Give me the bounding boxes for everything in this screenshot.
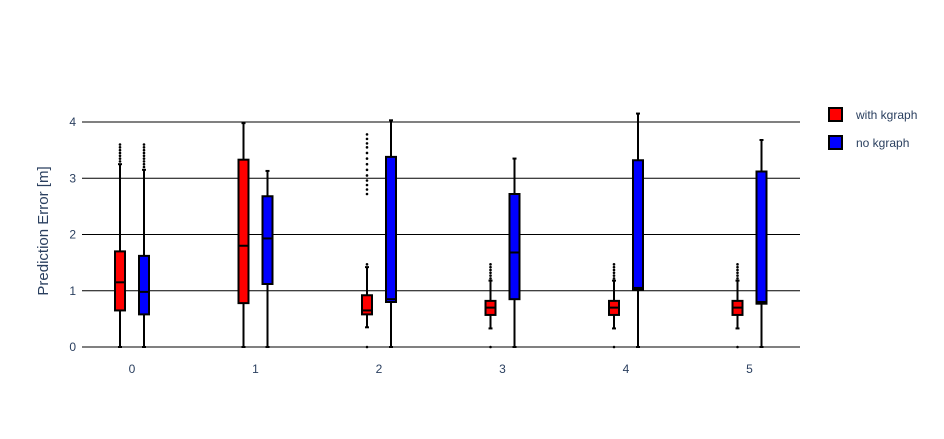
series-no-kgraph (138, 112, 768, 348)
outlier-point (365, 345, 369, 349)
outlier-point (142, 143, 146, 146)
x-axis-ticks: 0 1 2 3 4 5 (129, 362, 754, 376)
legend-label: no kgraph (856, 136, 909, 150)
legend-item-with-kgraph: with kgraph (828, 107, 917, 122)
outlier-point (365, 157, 369, 160)
outlier-point (489, 271, 492, 275)
outlier-point (365, 188, 369, 191)
outlier-point (489, 265, 492, 269)
outlier-point (489, 345, 492, 349)
box-iqr (632, 159, 644, 291)
outlier-point (736, 263, 739, 266)
outlier-point (365, 263, 369, 266)
outlier-point (142, 157, 146, 160)
y-tick-label: 3 (69, 171, 76, 185)
outlier-point (118, 148, 122, 152)
y-tick-label: 4 (69, 115, 76, 129)
outlier-point (489, 268, 492, 272)
x-tick-label: 2 (376, 362, 383, 376)
y-tick-label: 2 (69, 228, 76, 242)
outlier-point (736, 274, 739, 277)
outlier-point (489, 263, 492, 266)
outlier-point (118, 143, 122, 146)
outlier-point (365, 192, 369, 196)
box-5 (755, 139, 768, 348)
outlier-point (365, 133, 369, 136)
box-iqr (114, 250, 126, 312)
box-3 (508, 157, 521, 348)
box-iqr (261, 195, 274, 285)
outlier-point (142, 146, 146, 149)
legend-item-no-kgraph: no kgraph (828, 135, 909, 150)
outlier-point (118, 154, 122, 158)
outlier-point (118, 160, 122, 163)
outlier-point (612, 265, 616, 269)
x-tick-label: 1 (252, 362, 259, 376)
outlier-point (142, 162, 146, 166)
legend: with kgraph no kgraph (828, 107, 917, 150)
box-1 (261, 169, 274, 348)
y-axis-title: Prediction Error [m] (35, 166, 52, 295)
outlier-point (142, 148, 146, 152)
outlier-point (736, 277, 739, 280)
legend-swatch (828, 107, 843, 122)
outlier-point (736, 345, 739, 349)
x-tick-label: 3 (499, 362, 506, 376)
outlier-point (365, 179, 369, 182)
box-iqr (237, 158, 250, 305)
y-tick-label: 1 (69, 284, 76, 298)
outlier-point (142, 160, 146, 163)
box-4 (608, 263, 620, 349)
box-iqr (385, 155, 397, 303)
series-with-kgraph (114, 122, 744, 349)
outlier-point (365, 151, 369, 155)
outlier-point (736, 265, 739, 269)
outlier-point (142, 154, 146, 158)
x-tick-label: 5 (746, 362, 753, 376)
outlier-point (118, 151, 122, 155)
box-2 (361, 133, 373, 349)
box-series (114, 112, 768, 349)
box-iqr (138, 254, 150, 316)
outlier-point (736, 271, 739, 275)
outlier-point (612, 274, 616, 277)
gridlines (82, 121, 800, 348)
box-iqr (755, 170, 768, 305)
outlier-point (142, 151, 146, 155)
outlier-point (365, 142, 369, 145)
outlier-point (118, 146, 122, 149)
legend-swatch (828, 135, 843, 150)
box-0 (114, 143, 126, 348)
outlier-point (365, 146, 369, 149)
box-2 (385, 119, 397, 348)
outlier-point (365, 183, 369, 187)
box-5 (731, 263, 744, 349)
x-tick-label: 4 (623, 362, 630, 376)
outlier-point (489, 274, 492, 277)
box-iqr (508, 193, 521, 301)
outlier-point (365, 168, 369, 172)
outlier-point (612, 268, 616, 272)
y-axis-ticks: 0 1 2 3 4 (69, 115, 76, 354)
box-iqr (361, 294, 373, 316)
box-3 (484, 263, 497, 349)
x-tick-label: 0 (129, 362, 136, 376)
outlier-point (612, 271, 616, 275)
outlier-point (612, 263, 616, 266)
legend-label: with kgraph (855, 108, 917, 122)
outlier-point (365, 174, 369, 177)
outlier-point (365, 162, 369, 166)
outlier-point (118, 157, 122, 160)
outlier-point (142, 165, 146, 169)
box-0 (138, 143, 150, 348)
outlier-point (736, 268, 739, 272)
outlier-point (365, 137, 369, 141)
box-4 (632, 112, 644, 348)
y-tick-label: 0 (69, 340, 76, 354)
box-1 (237, 122, 250, 348)
outlier-point (612, 277, 616, 280)
outlier-point (489, 277, 492, 280)
outlier-point (612, 345, 616, 349)
